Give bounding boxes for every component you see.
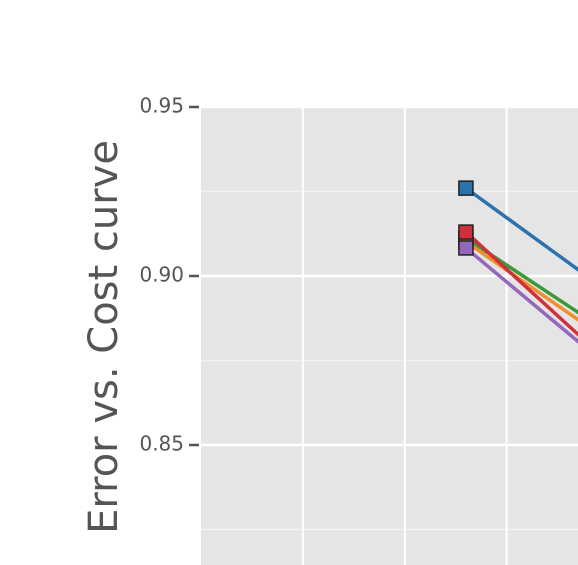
data-point [458, 180, 474, 196]
y-axis-title: Error vs. Cost curve [81, 140, 127, 534]
series-group [458, 180, 578, 344]
grid [201, 105, 578, 565]
series-line [464, 246, 578, 344]
series-line [464, 236, 578, 315]
series-line [464, 230, 578, 337]
series-line [464, 186, 578, 272]
plot-background [201, 107, 578, 565]
y-axis: 0.85 0.90 0.95 [139, 94, 199, 456]
data-point [458, 240, 474, 256]
y-tick-label: 0.95 [139, 94, 184, 118]
data-point [458, 224, 474, 240]
y-tick-label: 0.90 [139, 263, 184, 287]
y-tick-label: 0.85 [139, 432, 184, 456]
